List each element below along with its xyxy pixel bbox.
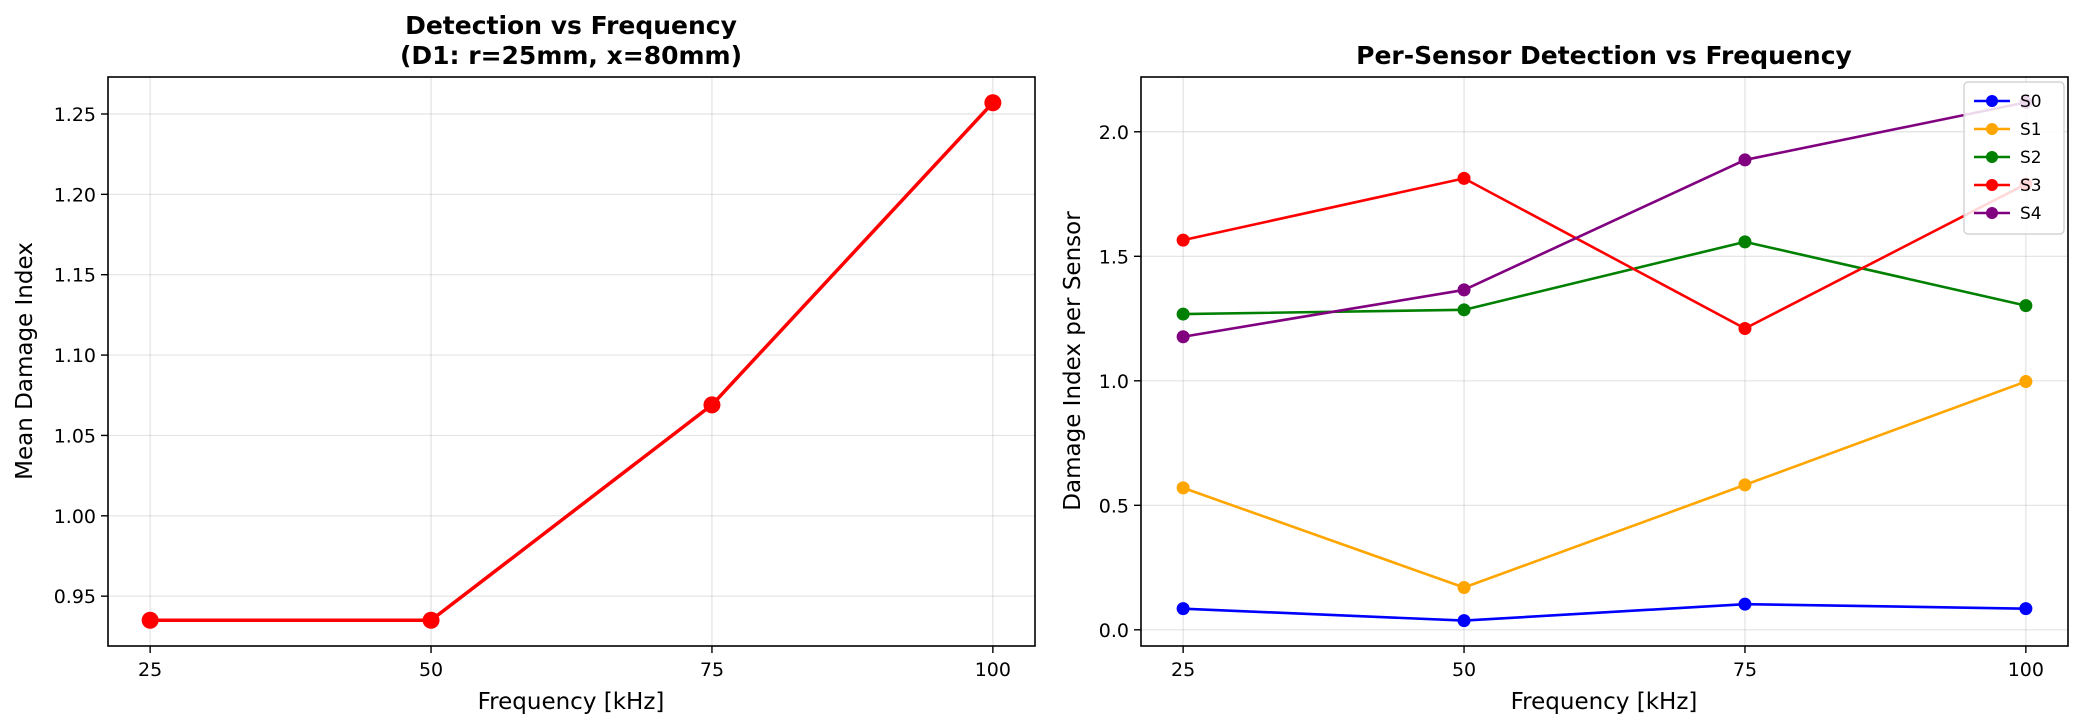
data-point-s4 [1176,330,1190,344]
legend-item-s1: S1 [1974,120,2042,140]
y-tick-label: 1.05 [54,425,96,447]
series-s4 [1176,95,2033,344]
data-point-s3 [1738,322,1752,336]
legend-label: S0 [2020,92,2042,112]
data-point-s1 [2019,375,2033,389]
legend-item-s2: S2 [1974,148,2042,168]
legend-item-s3: S3 [1974,176,2042,196]
x-tick-label: 75 [700,659,724,681]
grid [1141,77,2068,646]
legend-label: S1 [2020,120,2042,140]
y-tick-label: 1.25 [54,104,96,126]
legend-marker [1986,207,1998,219]
x-axis-label: Frequency [kHz] [478,689,665,715]
series-s2 [1176,235,2033,321]
data-point-mean [141,611,159,629]
legend-item-s4: S4 [1974,204,2042,224]
chart-per-sensor-detection: Per-Sensor Detection vs Frequency 25 50 75… [1060,41,2069,715]
legend-label: S4 [2020,204,2042,224]
legend-box [1963,81,2065,235]
y-tick-label: 1.15 [54,265,96,287]
data-point-s1 [1738,478,1752,492]
data-point-s0 [2019,602,2033,616]
series-s0 [1176,597,2033,628]
legend: S0 S1 S2 S3 S4 [1963,81,2065,235]
legend-item-s0: S0 [1974,92,2042,112]
legend-label: S3 [2020,176,2042,196]
data-point-s2 [2019,299,2033,313]
data-point-s4 [1738,153,1752,167]
data-point-s2 [1176,307,1190,321]
tick-layer: 25 50 75 100 0.95 1.00 1.05 1.10 1.15 1.20 1.25 [54,104,1011,681]
data-point-s3 [1457,171,1471,185]
y-tick-label: 0.0 [1099,620,1129,642]
legend-marker [1986,123,1998,135]
data-point-s2 [1457,303,1471,317]
y-tick-label: 1.10 [54,345,96,367]
chart-title: Per-Sensor Detection vs Frequency [1356,41,1852,70]
y-tick-label: 2.0 [1099,122,1129,144]
data-point-s3 [1176,233,1190,247]
legend-marker [1986,95,1998,107]
series-line-s4 [1182,101,2027,339]
legend-marker [1986,179,1998,191]
data-point-mean [984,94,1002,112]
data-point-s4 [1457,283,1471,297]
chart-subtitle: (D1: r=25mm, x=80mm) [400,41,742,70]
y-axis-label: Damage Index per Sensor [1060,211,1086,511]
data-point-s0 [1738,597,1752,611]
series-mean [141,94,1002,629]
x-tick-label: 100 [975,659,1011,681]
series-line-s0 [1183,602,2026,622]
grid [108,77,1035,646]
y-tick-label: 0.95 [54,586,96,608]
plot-frame [1140,76,2069,647]
chart-title: Detection vs Frequency [405,11,737,40]
y-tick-label: 1.00 [54,506,96,528]
data-point-s1 [1457,580,1471,594]
data-point-s0 [1176,602,1190,616]
data-point-mean [422,611,440,629]
y-tick-label: 1.0 [1099,371,1129,393]
series-s3 [1176,171,2033,336]
y-axis-label: Mean Damage Index [12,242,38,480]
y-tick-label: 0.5 [1099,495,1129,517]
series-line-s3 [1182,177,2027,330]
tick-layer: 25 50 75 100 0.0 0.5 1.0 1.5 2.0 [1099,122,2044,681]
series-line-s1 [1182,380,2027,589]
series-layer [141,94,1002,629]
data-point-s2 [1738,235,1752,249]
x-tick-label: 75 [1733,659,1757,681]
data-point-mean [703,396,721,414]
data-point-s0 [1457,614,1471,628]
legend-marker [1986,151,1998,163]
x-axis-label: Frequency [kHz] [1511,689,1698,715]
series-line-mean [150,101,995,623]
x-tick-label: 25 [1171,659,1195,681]
x-tick-label: 100 [2008,659,2044,681]
x-tick-label: 50 [1452,659,1476,681]
chart-detection-vs-frequency: Detection vs Frequency (D1: r=25mm, x=80… [12,11,1036,715]
plot-frame [107,76,1036,647]
data-point-s1 [1176,481,1190,495]
series-s1 [1176,375,2033,594]
series-layer [1176,95,2033,628]
series-line-s2 [1183,240,2027,316]
legend-label: S2 [2020,148,2042,168]
x-tick-label: 50 [419,659,443,681]
y-tick-label: 1.20 [54,184,96,206]
x-tick-label: 25 [138,659,162,681]
y-tick-label: 1.5 [1099,246,1129,268]
